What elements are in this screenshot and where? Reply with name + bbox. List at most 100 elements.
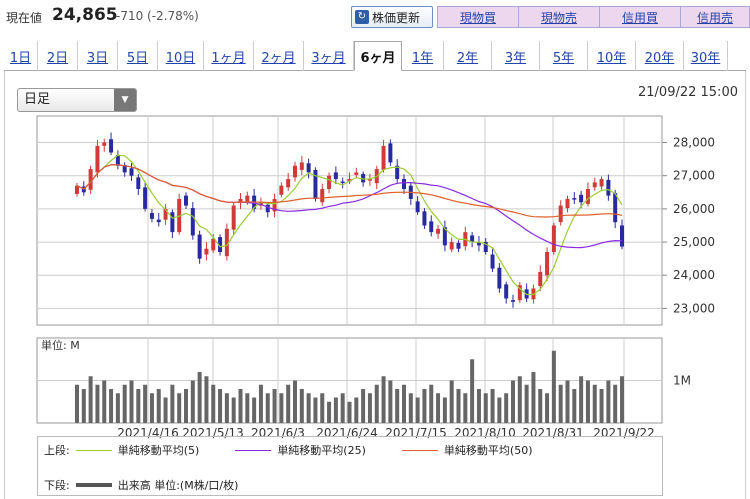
price-tick-label: 25,000 (673, 235, 715, 249)
candle-body (483, 242, 488, 253)
tab-15[interactable]: 30年 (684, 41, 728, 71)
candle-body (449, 242, 454, 250)
price-tick-label: 28,000 (673, 136, 715, 150)
legend-lower-label: 下段: (44, 479, 70, 492)
candle-body (367, 179, 372, 181)
candle-body (102, 142, 107, 146)
candle-body (422, 211, 427, 226)
legend-ma25: 単純移動平均(25) (277, 444, 366, 457)
tab-2[interactable]: 3日 (78, 41, 118, 71)
candle-body (497, 267, 502, 289)
volume-bar (293, 380, 297, 423)
candle-body (286, 179, 291, 188)
volume-bar (374, 384, 379, 423)
candle-body (156, 219, 161, 223)
tab-6[interactable]: 2ヶ月 (254, 41, 304, 71)
candle-body (197, 234, 202, 259)
margin-buy-button[interactable]: 信用買 (599, 6, 681, 28)
tab-14[interactable]: 20年 (636, 41, 684, 71)
candle-body (177, 198, 182, 233)
current-price-value: 24,865 (52, 5, 118, 25)
volume-tick-label: 1M (673, 374, 691, 388)
volume-bar (381, 376, 386, 423)
interval-select[interactable]: 日足 ▼ (17, 88, 137, 112)
volume-bar (551, 350, 556, 423)
candle-body (456, 242, 461, 249)
candle-body (115, 154, 120, 166)
tab-4[interactable]: 10日 (158, 41, 204, 71)
candle-body (190, 208, 195, 236)
candle-body (320, 188, 325, 203)
volume-bar (545, 393, 550, 423)
candle-body (88, 169, 93, 190)
volume-bar (524, 384, 529, 423)
volume-bar (538, 389, 543, 423)
tab-10[interactable]: 2年 (444, 41, 492, 71)
volume-bar (395, 389, 400, 423)
volume-bar (429, 384, 434, 423)
candle-body (299, 162, 304, 170)
refresh-icon: ↻ (355, 10, 369, 24)
candle-body (272, 198, 277, 212)
candle-body (545, 252, 550, 276)
candle-body (224, 228, 229, 257)
tab-12[interactable]: 5年 (540, 41, 588, 71)
legend-ma50-swatch (401, 449, 438, 451)
candle-body (231, 205, 236, 230)
volume-bar (177, 393, 182, 423)
legend-ma50: 単純移動平均(50) (443, 444, 533, 457)
refresh-price-label: 株価更新 (372, 10, 421, 25)
volume-bar (218, 389, 223, 423)
price-tick-label: 23,000 (673, 301, 715, 315)
volume-bar (129, 380, 134, 423)
legend-ma5-swatch (75, 449, 112, 451)
refresh-price-button[interactable]: ↻ 株価更新 (351, 6, 433, 28)
candle-body (354, 172, 359, 175)
volume-bar (470, 359, 475, 423)
volume-bar (306, 393, 311, 423)
volume-bar (299, 389, 304, 423)
candle-body (211, 238, 216, 251)
tab-7[interactable]: 3ヶ月 (304, 41, 354, 71)
volume-bar (354, 397, 359, 423)
volume-bar (449, 380, 454, 423)
volume-bar (511, 380, 515, 423)
stock-chart: 28,000 27,000 26,000 25,000 24,000 23,000 単位: … (36, 115, 715, 440)
candle-body (184, 195, 188, 206)
tab-11[interactable]: 3年 (492, 41, 540, 71)
margin-sell-button[interactable]: 信用売 (680, 6, 750, 28)
chart-timestamp: 21/09/22 15:00 (638, 85, 738, 100)
candle-body (109, 139, 114, 153)
volume-bar (238, 389, 243, 423)
volume-bar (333, 397, 338, 423)
volume-bar (211, 384, 216, 423)
volume-bar (231, 397, 236, 423)
volume-bar (122, 384, 127, 423)
period-tabs: 1日 2日 3日 5日 10日 1ヶ月 2ヶ月 3ヶ月 6ヶ月 1年 2年 3年 5年 10年 20年 30年 (4, 41, 746, 71)
volume-bar (265, 393, 270, 423)
tab-3[interactable]: 5日 (118, 41, 158, 71)
volume-bar (388, 380, 393, 423)
current-price-label: 現在値 (6, 11, 43, 25)
candle-body (75, 185, 79, 194)
tab-9[interactable]: 1年 (402, 41, 444, 71)
tab-5[interactable]: 1ヶ月 (204, 41, 254, 71)
candle-body (333, 172, 338, 180)
cash-sell-button[interactable]: 現物売 (518, 6, 600, 28)
candle-body (415, 201, 420, 213)
volume-bar (558, 384, 563, 423)
tab-8[interactable]: 6ヶ月 (354, 41, 402, 71)
candle-body (327, 175, 332, 189)
tab-0[interactable]: 1日 (4, 41, 38, 71)
volume-bar (320, 393, 325, 423)
volume-bar (340, 393, 345, 423)
tab-1[interactable]: 2日 (38, 41, 78, 71)
candle-body (620, 225, 624, 247)
candle-body (265, 204, 270, 213)
volume-bar (442, 397, 447, 423)
volume-bar (109, 389, 114, 423)
interval-select-value: 日足 (24, 92, 51, 107)
tab-13[interactable]: 10年 (588, 41, 636, 71)
candle-body (143, 187, 148, 209)
candle-body (558, 205, 563, 223)
